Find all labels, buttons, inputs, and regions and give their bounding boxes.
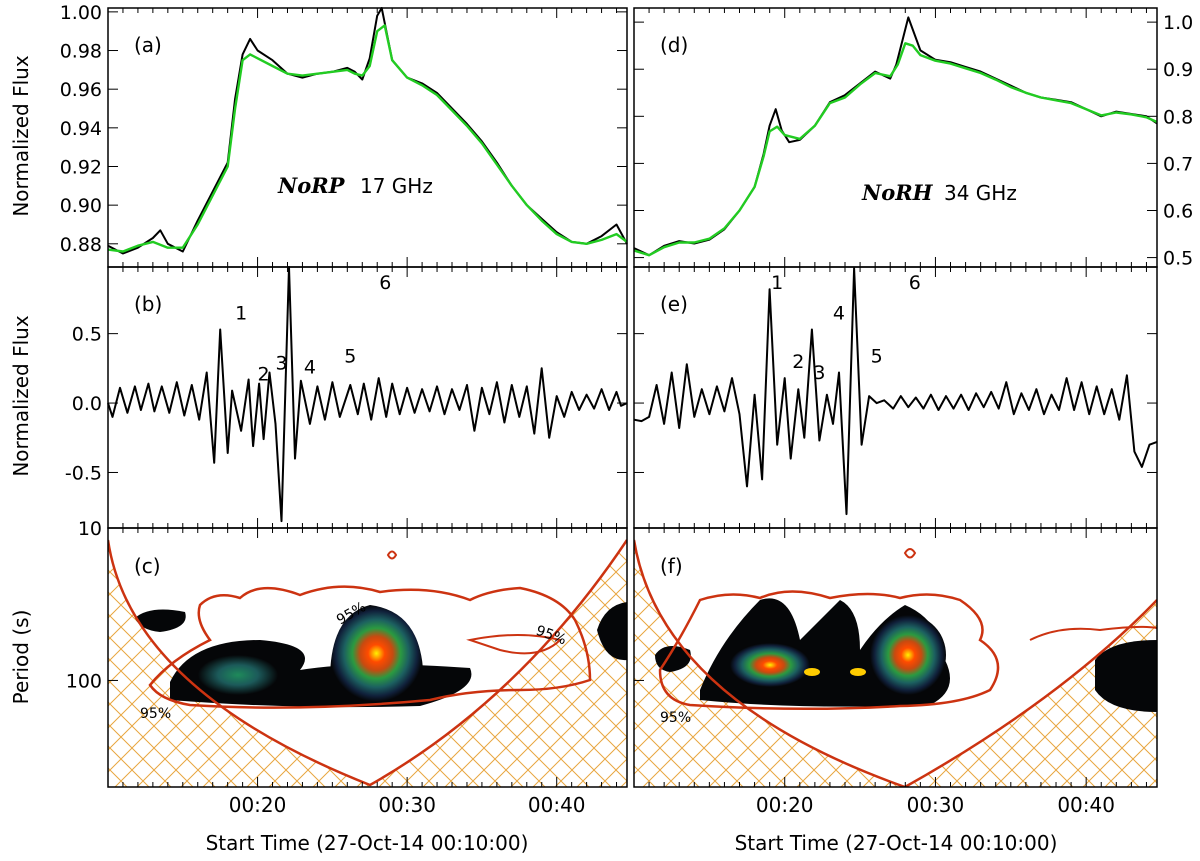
sig-label-f: 95%: [660, 710, 691, 726]
power-blob-c-right: [597, 602, 627, 661]
panel-label-b: (b): [134, 292, 162, 316]
panel-label-a: (a): [134, 33, 162, 57]
power-main-f: [870, 615, 946, 695]
ytick-label-d: 0.9: [1163, 59, 1193, 81]
panel-label-d: (d): [660, 33, 688, 57]
peak-label-e-3: 3: [813, 362, 825, 384]
power-blob-f-right: [1095, 640, 1157, 712]
ytick-label-d: 0.6: [1163, 200, 1193, 222]
panel-label-c: (c): [134, 554, 161, 578]
ytick-label-b: 0.0: [72, 393, 102, 415]
xtick-label-c: 00:20: [229, 793, 287, 817]
ytick-label-a: 1.00: [60, 2, 102, 24]
coi-f: [634, 539, 1157, 787]
wavelet-panel-c: 95% 95% 95%: [108, 539, 627, 787]
ylabel-top: Normalized Flux: [9, 55, 33, 217]
contour-c-inner: [466, 634, 562, 655]
peak-label-b-4: 4: [304, 357, 316, 379]
power-main-c: [330, 605, 423, 702]
xlabel-right: Start Time (27-Oct-14 00:10:00): [735, 831, 1058, 855]
xtick-label-f: 00:30: [907, 793, 965, 817]
ytick-label-b: 0.5: [72, 324, 102, 346]
annotation-d-instrument: NoRH: [861, 180, 934, 205]
ytick-label-a: 0.94: [60, 118, 102, 140]
ylabel-mid: Normalized Flux: [9, 315, 33, 477]
ytick-label-d: 0.5: [1163, 248, 1193, 270]
ytick-label-a: 0.96: [60, 79, 102, 101]
coi-hatch-c: [108, 540, 627, 787]
xtick-label-f: 00:40: [1057, 793, 1115, 817]
ytick-label-d: 0.7: [1163, 153, 1193, 175]
frame-e: [633, 266, 1158, 529]
ytick-label-c: 10: [78, 518, 102, 540]
ytick-label-a: 0.90: [60, 195, 102, 217]
contour-c-main: [148, 585, 592, 709]
series-e-detrended: [633, 267, 1158, 516]
frame-c: [107, 527, 628, 788]
peak-label-b-1: 1: [235, 302, 247, 324]
xtick-label-f: 00:20: [756, 793, 814, 817]
power-blob-c-small: [135, 609, 186, 632]
peak-label-e-6: 6: [909, 272, 921, 294]
ytick-label-a: 0.88: [60, 234, 102, 256]
ytick-label-d: 0.8: [1163, 106, 1193, 128]
ylabel-bottom: Period (s): [9, 610, 33, 705]
ytick-label-d: 1.0: [1163, 12, 1193, 34]
ytick-label-a: 0.98: [60, 41, 102, 63]
sig-label-c-3: 95%: [140, 706, 171, 722]
series-d-smooth: [633, 42, 1158, 257]
contour-f-right: [1029, 625, 1157, 641]
peak-label-b-2: 2: [258, 364, 270, 386]
annotation-d-freq: 34 GHz: [944, 181, 1017, 205]
peak-label-e-2: 2: [792, 351, 804, 373]
wavelet-panel-f: 95%: [634, 539, 1157, 787]
power-dot-f-1: [804, 668, 820, 676]
panel-label-f: (f): [660, 554, 683, 578]
power-dot-f-2: [850, 668, 866, 676]
contour-f-main: [658, 590, 1000, 711]
annotation-a-instrument: NoRP: [277, 173, 346, 198]
xtick-label-c: 00:30: [378, 793, 436, 817]
series-a-flux: [107, 7, 628, 255]
series-a-smooth: [107, 24, 628, 253]
line-series-layer: [107, 7, 1158, 523]
peak-label-e-1: 1: [771, 272, 783, 294]
peak-label-e-4: 4: [833, 302, 845, 324]
peak-label-b-3: 3: [275, 352, 287, 374]
coi-hatch-f: [634, 540, 1157, 787]
annotation-a-freq: 17 GHz: [360, 174, 433, 198]
peak-label-e-5: 5: [871, 346, 883, 368]
series-d-flux: [633, 16, 1158, 257]
power-secondary-c: [198, 655, 278, 695]
ytick-label-b: -0.5: [65, 462, 102, 484]
ytick-label-c: 100: [66, 670, 102, 692]
contour-f-small: [903, 548, 917, 559]
panel-label-e: (e): [660, 292, 688, 316]
peak-label-b-6: 6: [379, 272, 391, 294]
ytick-label-a: 0.92: [60, 156, 102, 178]
xlabel-left: Start Time (27-Oct-14 00:10:00): [206, 831, 529, 855]
coi-c: [108, 539, 627, 787]
frame-d: [633, 7, 1158, 268]
contour-c-small: [386, 550, 398, 560]
frame-f: [633, 527, 1158, 788]
xtick-label-c: 00:40: [528, 793, 586, 817]
peak-label-b-5: 5: [344, 346, 356, 368]
power-secondary-f: [730, 643, 810, 687]
series-b-detrended: [107, 266, 628, 523]
